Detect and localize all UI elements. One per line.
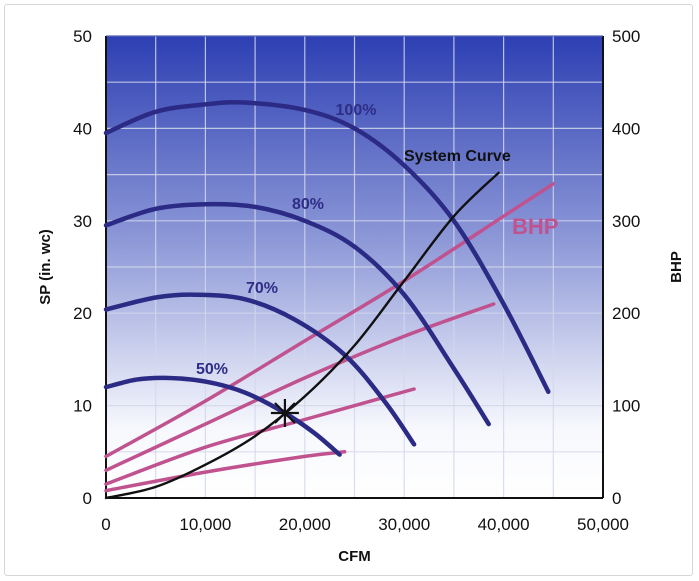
fan-curve-label: 50% — [196, 361, 228, 378]
fan-curve — [103, 201, 491, 427]
fan-curve-label: 80% — [292, 196, 324, 213]
bhp-curve — [104, 387, 416, 486]
y2-tick-label: 400 — [612, 119, 640, 138]
x-tick-label: 40,000 — [478, 515, 530, 534]
y-tick-label: 40 — [73, 119, 92, 138]
operating-point-marker — [270, 398, 299, 427]
system-curve-label: System Curve — [404, 148, 511, 165]
x-tick-label: 30,000 — [378, 515, 430, 534]
y2-tick-label: 100 — [612, 397, 640, 416]
fan-curve — [103, 375, 342, 457]
series — [103, 99, 556, 500]
labels: 0 10,000 20,000 30,000 40,000 50,000 0 10 20 30 40… — [37, 27, 685, 565]
bhp-curve — [104, 182, 556, 459]
x-tick-label: 10,000 — [179, 515, 231, 534]
system-curve — [104, 171, 500, 500]
y-tick-label: 30 — [73, 212, 92, 231]
y-tick-label: 50 — [73, 27, 92, 46]
x-tick-label: 20,000 — [279, 515, 331, 534]
y2-axis-title: BHP — [668, 251, 685, 283]
bhp-curves-label: BHP — [512, 214, 558, 239]
x-axis-title: CFM — [338, 548, 371, 565]
y2-tick-label: 300 — [612, 212, 640, 231]
fan-curve — [103, 99, 551, 394]
x-tick-label: 50,000 — [577, 515, 629, 534]
y2-tick-label: 200 — [612, 304, 640, 323]
y-tick-label: 0 — [83, 489, 92, 508]
y2-tick-label: 500 — [612, 27, 640, 46]
x-tick-label: 0 — [101, 515, 110, 534]
y2-tick-label: 0 — [612, 489, 621, 508]
fan-curve-label: 70% — [246, 280, 278, 297]
operating-point-ray — [274, 402, 296, 424]
y-tick-label: 20 — [73, 304, 92, 323]
y-tick-label: 10 — [73, 397, 92, 416]
bhp-curve — [104, 450, 347, 493]
fan-curve-label: 100% — [336, 102, 377, 119]
y-axis-title: SP (in. wc) — [37, 229, 54, 305]
fan-curve — [103, 292, 417, 447]
axes — [105, 35, 604, 499]
